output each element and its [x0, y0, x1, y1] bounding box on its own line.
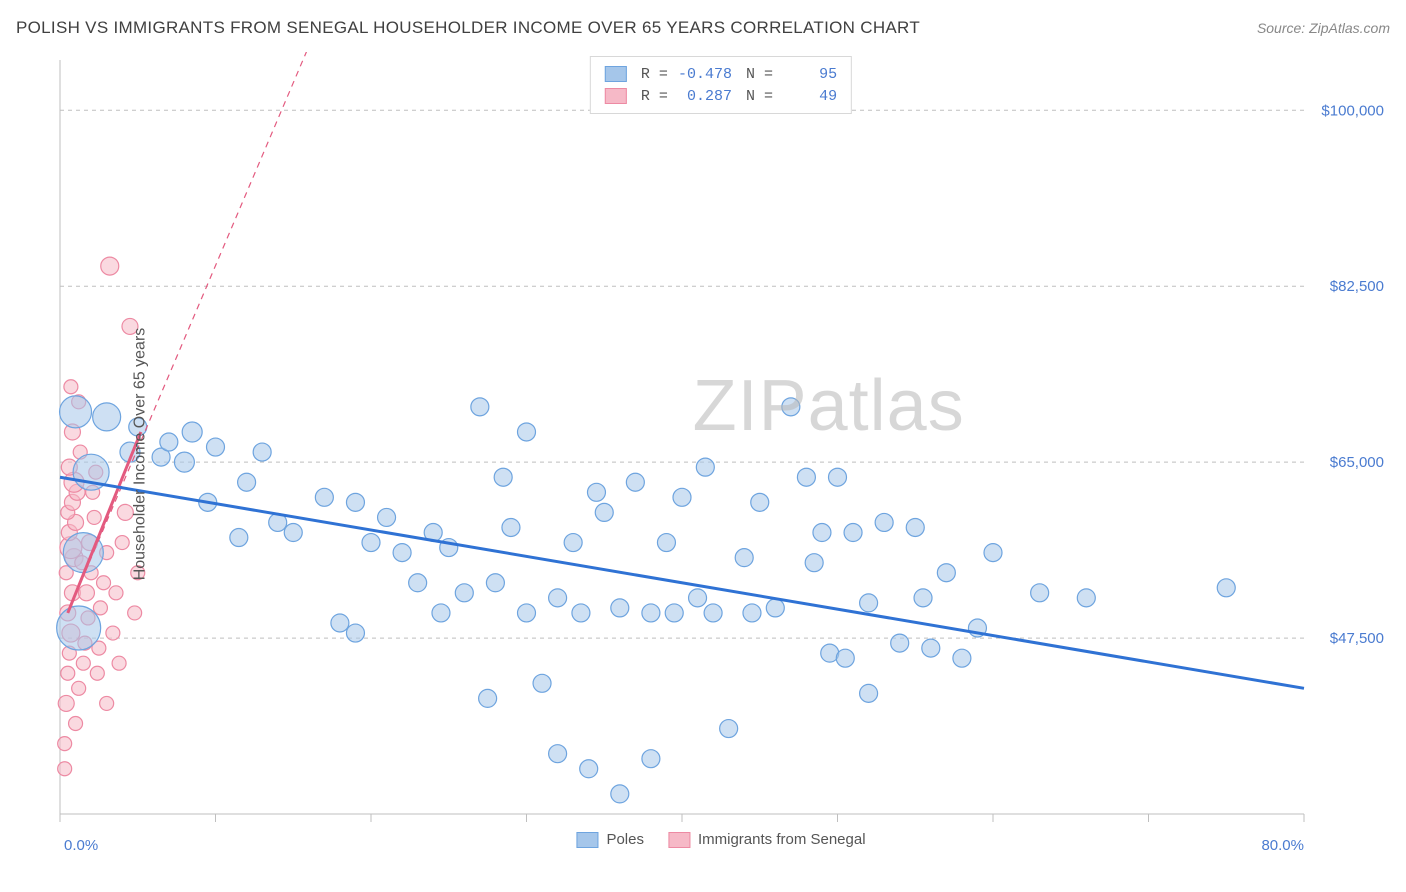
svg-text:$82,500: $82,500 [1330, 278, 1384, 295]
legend-label-poles: Poles [606, 831, 644, 848]
legend-stats: R = -0.478 N = 95 R = 0.287 N = 49 [590, 56, 852, 114]
y-axis-label: Householder Income Over 65 years [131, 328, 149, 581]
svg-text:$100,000: $100,000 [1321, 102, 1384, 119]
legend-stats-row-b: R = 0.287 N = 49 [605, 85, 837, 107]
legend-label-senegal: Immigrants from Senegal [698, 831, 866, 848]
source-attribution: Source: ZipAtlas.com [1257, 20, 1390, 36]
swatch-senegal-icon [668, 832, 690, 848]
svg-text:80.0%: 80.0% [1261, 837, 1304, 854]
svg-text:$65,000: $65,000 [1330, 454, 1384, 471]
svg-text:0.0%: 0.0% [64, 837, 98, 854]
chart-title: POLISH VS IMMIGRANTS FROM SENEGAL HOUSEH… [16, 18, 920, 38]
legend-series: Poles Immigrants from Senegal [576, 831, 865, 848]
swatch-senegal-icon [605, 88, 627, 104]
svg-text:$47,500: $47,500 [1330, 630, 1384, 647]
legend-item-poles: Poles [576, 831, 644, 848]
chart-container: Householder Income Over 65 years $47,500… [48, 52, 1394, 856]
scatter-plot: $47,500 $65,000 $82,500 $100,000 0.0% 80.0% [48, 52, 1394, 856]
swatch-poles-icon [576, 832, 598, 848]
swatch-poles-icon [605, 66, 627, 82]
legend-stats-row-a: R = -0.478 N = 95 [605, 63, 837, 85]
legend-item-senegal: Immigrants from Senegal [668, 831, 866, 848]
